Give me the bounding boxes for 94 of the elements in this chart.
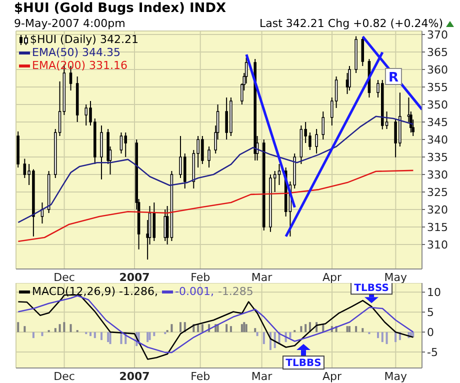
bar — [41, 332, 44, 336]
candlestick — [84, 104, 88, 126]
x-tick-label: Feb — [190, 271, 210, 284]
bar — [381, 332, 384, 342]
legend-label: $HUI (Daily) 342.21 — [30, 33, 138, 46]
y-tick-label: 365 — [427, 46, 448, 59]
y-tick-label: 310 — [427, 238, 448, 252]
bar — [32, 332, 34, 338]
bar — [94, 332, 96, 338]
y-tick-label: 0 — [427, 326, 434, 339]
text: Last 342.21 Chg +0.82 (+0.24%) — [260, 17, 444, 30]
candlestick — [124, 132, 128, 158]
candlestick — [315, 128, 318, 154]
y-tick-label: 355 — [427, 80, 448, 94]
legend-label: MACD(12,26,9) -1.286, — [32, 285, 158, 298]
candlestick — [322, 111, 325, 140]
line-series — [18, 170, 414, 242]
bar — [256, 332, 258, 336]
bar — [240, 324, 243, 332]
y-tick-label: 5 — [427, 306, 434, 320]
bar — [179, 322, 182, 332]
bar — [254, 328, 256, 332]
candlestick — [278, 164, 281, 186]
y-tick-label: 335 — [427, 150, 448, 164]
x-tick-label: Dec — [54, 370, 75, 383]
x-tick-label: May — [384, 370, 408, 383]
bar — [300, 326, 302, 332]
x-tick-label: Apr — [322, 370, 342, 383]
y-tick-label: 360 — [427, 63, 448, 76]
x-tick-label: Dec — [54, 271, 75, 284]
bar — [146, 332, 149, 342]
y-tick-label: 330 — [427, 168, 448, 182]
bar — [394, 332, 397, 342]
legend-label: EMA(200) 331.16 — [32, 59, 128, 72]
bar — [386, 332, 388, 344]
bar — [54, 328, 56, 332]
y-tick-label: 10 — [427, 286, 441, 300]
y-tick-label: 315 — [427, 220, 448, 234]
candlestick — [361, 38, 364, 66]
bar — [245, 324, 248, 332]
candlestick — [120, 132, 123, 154]
candlestick — [23, 158, 26, 178]
text: -1.285 — [218, 285, 254, 298]
bar — [355, 326, 358, 332]
annotation: R — [388, 70, 398, 86]
bar — [109, 332, 112, 344]
x-tick-label: May — [384, 271, 408, 284]
line-series — [18, 116, 414, 224]
legend-label: EMA(50) 344.35 — [32, 46, 121, 59]
bar — [100, 332, 102, 340]
y-tick-label: 320 — [427, 203, 448, 216]
candlestick — [166, 206, 169, 245]
bar — [348, 326, 350, 332]
bar — [226, 324, 228, 332]
bar — [90, 332, 92, 336]
bar — [24, 326, 26, 332]
y-tick-label: 350 — [427, 98, 448, 112]
candlestick — [208, 146, 210, 168]
bar — [201, 324, 204, 332]
bar — [153, 332, 156, 336]
x-tick-label: 2007 — [119, 271, 150, 284]
bar — [63, 322, 66, 332]
y-tick-label: 345 — [427, 116, 448, 129]
bar — [262, 332, 265, 344]
annotation: TLBSS — [354, 283, 389, 294]
chart-subtitle: 9-May-2007 4:00pm — [14, 17, 126, 30]
bar — [243, 322, 246, 332]
legend-label: -0.001, — [175, 285, 214, 298]
bar — [230, 326, 232, 332]
y-tick-label: -5 — [427, 346, 438, 359]
bar — [289, 332, 292, 338]
bar — [107, 332, 110, 342]
x-tick-label: Apr — [322, 271, 342, 284]
bar — [274, 332, 276, 348]
x-tick-label: Feb — [190, 370, 210, 383]
candlestick — [164, 209, 167, 242]
y-tick-label: 325 — [427, 186, 448, 199]
bar — [377, 332, 380, 338]
bar — [346, 326, 348, 332]
bar — [17, 322, 20, 332]
x-tick-label: Mar — [251, 370, 273, 383]
bar — [70, 324, 72, 332]
bar — [148, 332, 151, 340]
y-tick-label: 340 — [427, 133, 448, 146]
x-tick-label: Mar — [251, 271, 273, 284]
annotation: TLBBS — [286, 358, 322, 370]
bar — [362, 328, 364, 332]
bar — [170, 324, 173, 332]
x-tick-label: 2007 — [119, 370, 150, 383]
candlestick — [348, 66, 351, 91]
y-tick-label: 370 — [427, 28, 448, 42]
bar — [304, 324, 307, 332]
chart-title: $HUI (Gold Bugs Index) INDX — [14, 0, 228, 17]
bar — [58, 324, 61, 332]
